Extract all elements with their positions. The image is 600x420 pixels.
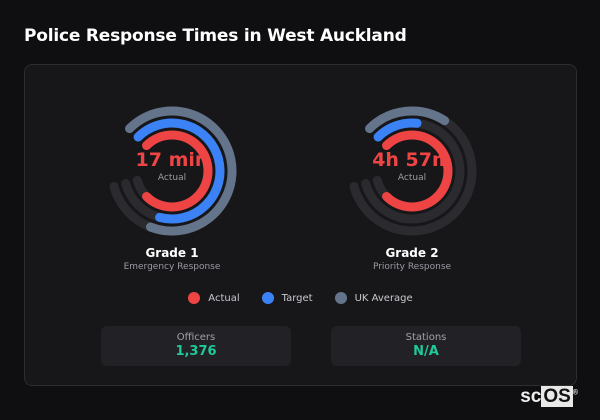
stat-stations: Stations N/A <box>331 326 521 366</box>
radial-chart-grade-2 <box>349 106 477 236</box>
uk-average-arc <box>365 106 450 134</box>
grade-description: Emergency Response <box>123 262 221 272</box>
target-arc <box>373 118 422 142</box>
actual-label: Actual <box>397 173 427 183</box>
stat-label: Stations <box>405 332 447 343</box>
legend-item-target: Target <box>261 292 313 304</box>
target-arc <box>133 118 225 224</box>
actual-arc <box>382 130 453 212</box>
grade-description: Priority Response <box>372 262 452 272</box>
stat-value: N/A <box>413 344 439 359</box>
stat-officers: Officers 1,376 <box>101 326 291 366</box>
actual-arc <box>142 130 213 212</box>
gauge-grade-1: 17 min Actual Grade 1 Emergency Response <box>92 101 252 272</box>
actual-value: 4h 57m <box>372 149 452 171</box>
page-title: Police Response Times in West Auckland <box>24 26 407 46</box>
legend-item-uk-average: UK Average <box>334 292 413 304</box>
legend-label: Actual <box>208 292 240 304</box>
grade-name: Grade 2 <box>385 246 439 260</box>
legend-item-actual: Actual <box>188 292 240 304</box>
gauge-grade-2: 4h 57m Actual Grade 2 Priority Response <box>332 101 492 272</box>
uk-average-dot-icon <box>334 292 347 304</box>
legend: Actual Target UK Average <box>25 292 576 304</box>
uk-average-arc <box>125 106 237 236</box>
radial-chart-grade-1 <box>109 106 237 236</box>
actual-dot-icon <box>188 292 201 304</box>
legend-label: Target <box>281 292 313 304</box>
scos-logo: sc OS ® <box>520 386 578 407</box>
stat-label: Officers <box>176 332 216 343</box>
response-times-card: 17 min Actual Grade 1 Emergency Response… <box>24 64 577 386</box>
actual-label: Actual <box>157 173 187 183</box>
stat-value: 1,376 <box>175 344 217 359</box>
actual-value: 17 min <box>135 149 209 171</box>
legend-label: UK Average <box>354 292 413 304</box>
target-dot-icon <box>261 292 274 304</box>
grade-name: Grade 1 <box>145 246 199 260</box>
